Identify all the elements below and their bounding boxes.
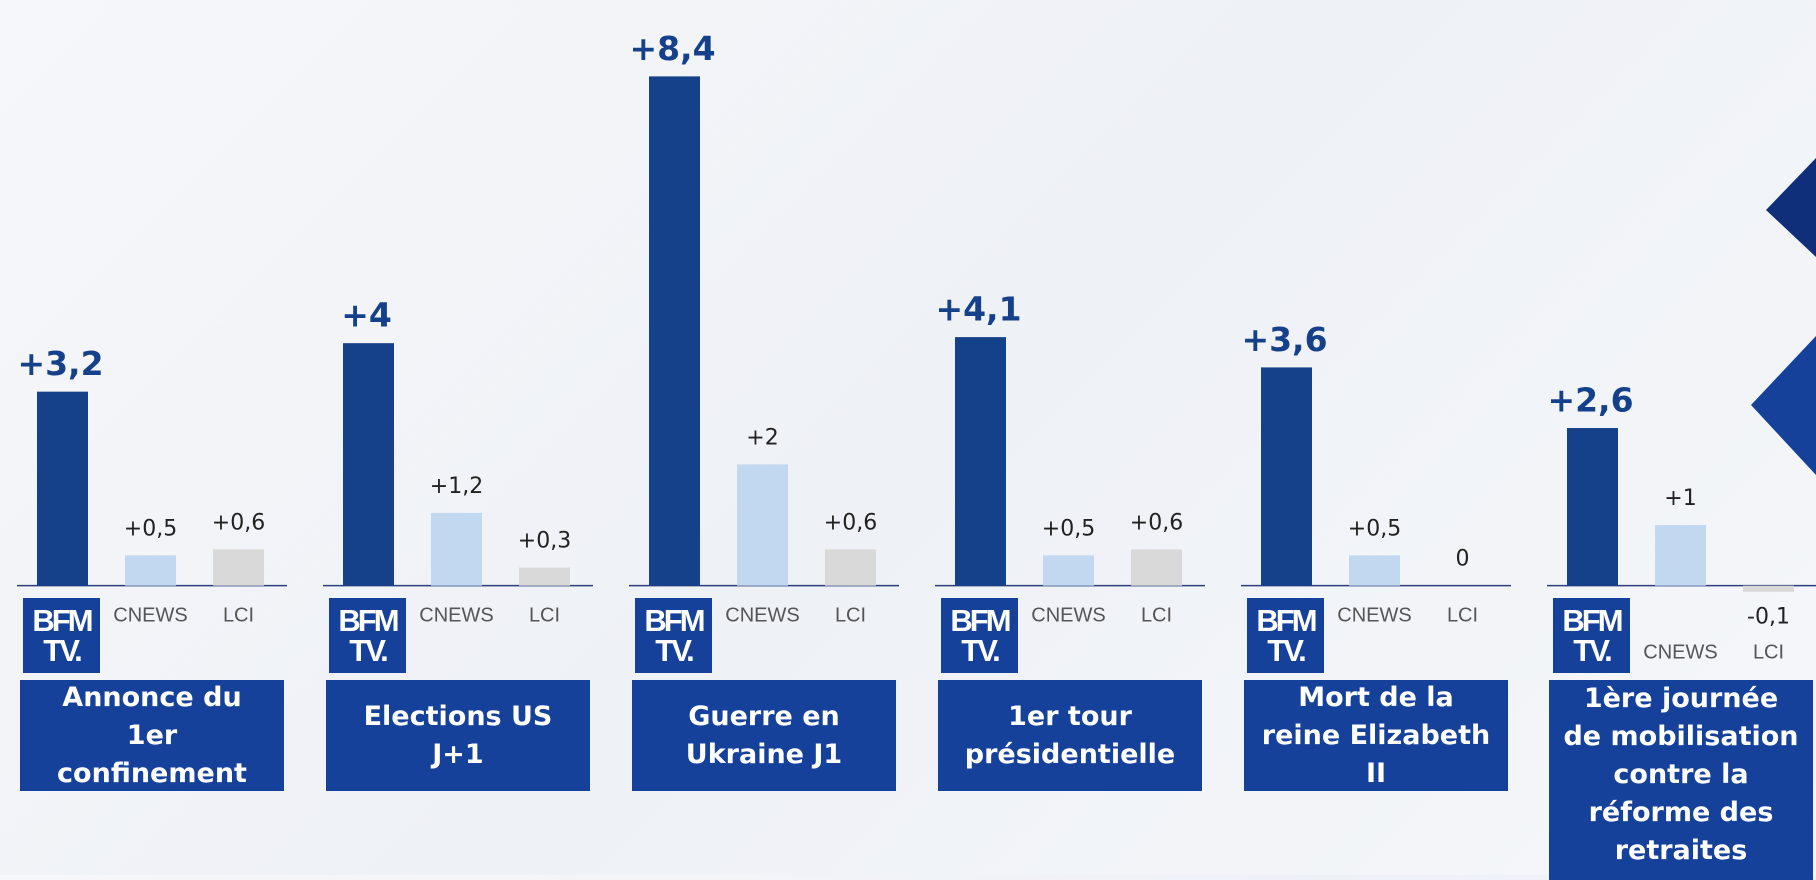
value-label: +2,6 (1547, 381, 1633, 420)
series-logo: BFM TV. (1247, 598, 1324, 673)
bar (125, 555, 176, 586)
value-label: 0 (1456, 547, 1470, 572)
bar (37, 391, 88, 586)
bar (649, 76, 700, 586)
series-name: CNEWS (113, 604, 187, 626)
category-label: 1er tour présidentielle (938, 680, 1202, 791)
bar (1349, 555, 1400, 586)
series-name: CNEWS (725, 604, 799, 626)
category-label: Annonce du 1er confinement (20, 680, 284, 791)
series-logo: BFM TV. (23, 598, 100, 673)
series-name: CNEWS (1031, 604, 1105, 626)
series-logo: BFM TV. (941, 598, 1018, 673)
bar (1131, 549, 1182, 586)
value-label: +2 (746, 425, 778, 450)
value-label: +0,5 (1042, 516, 1095, 541)
category-label: Elections US J+1 (326, 680, 590, 791)
value-label: +0,3 (518, 528, 571, 553)
bar (343, 343, 394, 586)
category-label: Guerre en Ukraine J1 (632, 680, 896, 791)
series-name: CNEWS (1643, 641, 1717, 663)
series-logo: BFM TV. (329, 598, 406, 673)
bar (1261, 367, 1312, 586)
value-label: +0,5 (1348, 516, 1401, 541)
bar (1043, 555, 1094, 586)
bar (1567, 428, 1618, 586)
bar (955, 337, 1006, 586)
series-name: LCI (529, 604, 560, 626)
decor-arrow (1751, 336, 1816, 475)
series-name: LCI (1447, 604, 1478, 626)
value-label: +8,4 (629, 29, 715, 68)
series-name: CNEWS (1337, 604, 1411, 626)
category-label: 1ère journée de mobilisation contre la r… (1549, 680, 1813, 880)
bar (1655, 525, 1706, 586)
value-label: +0,6 (824, 510, 877, 535)
bar (737, 464, 788, 586)
bar (431, 512, 482, 586)
series-logo: BFM TV. (1553, 598, 1630, 673)
value-label: +1,2 (430, 474, 483, 499)
series-name: LCI (835, 604, 866, 626)
bar (213, 549, 264, 586)
bar (519, 567, 570, 586)
value-label: +0,6 (1130, 510, 1183, 535)
series-name: CNEWS (419, 604, 493, 626)
bar (1743, 585, 1794, 592)
bar (825, 549, 876, 586)
value-label: +0,5 (124, 516, 177, 541)
value-label: +4,1 (935, 290, 1021, 329)
decor-arrow (1766, 158, 1816, 257)
value-label: +0,6 (212, 510, 265, 535)
series-name: LCI (1141, 604, 1172, 626)
value-label: -0,1 (1747, 605, 1790, 630)
series-name: LCI (1753, 641, 1784, 663)
value-label: +4 (341, 296, 392, 335)
series-logo: BFM TV. (635, 598, 712, 673)
series-name: LCI (223, 604, 254, 626)
value-label: +3,2 (17, 344, 103, 383)
value-label: +3,6 (1241, 320, 1327, 359)
value-label: +1 (1664, 486, 1696, 511)
category-label: Mort de la reine Elizabeth II (1244, 680, 1508, 791)
